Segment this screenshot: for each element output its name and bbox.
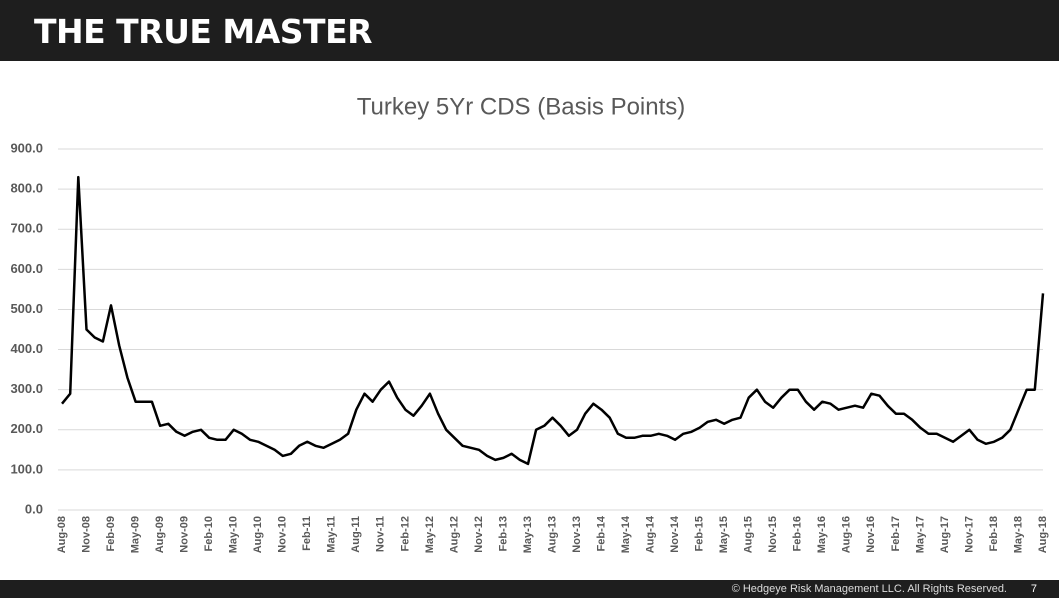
x-tick-label: May-17 — [914, 516, 926, 553]
x-tick-label: May-10 — [228, 516, 240, 553]
x-tick-label: Aug-12 — [448, 516, 460, 553]
x-tick-label: Aug-09 — [154, 516, 166, 553]
x-tick-label: May-15 — [718, 516, 730, 553]
x-tick-label: Nov-15 — [767, 516, 779, 553]
chart-title: Turkey 5Yr CDS (Basis Points) — [357, 93, 686, 120]
x-tick-label: May-18 — [1012, 516, 1024, 553]
y-tick-label: 900.0 — [10, 140, 43, 155]
y-tick-label: 500.0 — [10, 301, 43, 316]
x-tick-label: Nov-10 — [277, 516, 289, 553]
x-tick-label: May-09 — [129, 516, 141, 553]
y-tick-label: 200.0 — [10, 421, 43, 436]
x-tick-label: Aug-16 — [841, 516, 853, 553]
x-tick-label: Aug-10 — [252, 516, 264, 553]
x-tick-label: May-13 — [522, 516, 534, 553]
footer: © Hedgeye Risk Management LLC. All Right… — [0, 580, 1059, 598]
x-tick-label: Feb-13 — [497, 516, 509, 551]
x-tick-label: Nov-16 — [865, 516, 877, 553]
page-number: 7 — [1030, 583, 1037, 595]
y-tick-label: 0.0 — [25, 501, 43, 516]
x-tick-label: Aug-15 — [743, 516, 755, 553]
x-tick-label: Nov-13 — [571, 516, 583, 553]
x-tick-label: May-12 — [424, 516, 436, 553]
x-tick-label: Feb-10 — [203, 516, 215, 551]
header-title: THE TRUE MASTER — [34, 12, 373, 51]
x-tick-label: Feb-17 — [890, 516, 902, 551]
y-tick-label: 800.0 — [10, 181, 43, 196]
x-tick-label: May-11 — [326, 516, 338, 553]
x-tick-label: Feb-11 — [301, 516, 313, 551]
x-tick-label: Feb-14 — [595, 515, 607, 551]
x-tick-label: Feb-16 — [792, 516, 804, 551]
x-tick-label: Feb-15 — [694, 516, 706, 551]
y-tick-label: 300.0 — [10, 381, 43, 396]
x-tick-label: Aug-08 — [56, 516, 68, 553]
x-tick-label: Feb-18 — [988, 516, 1000, 551]
x-tick-label: Nov-17 — [963, 516, 975, 553]
y-tick-label: 100.0 — [10, 461, 43, 476]
header: THE TRUE MASTER — [0, 0, 1059, 61]
x-tick-label: Aug-14 — [645, 515, 657, 553]
x-tick-label: May-16 — [816, 516, 828, 553]
x-tick-label: Nov-09 — [179, 516, 191, 553]
copyright: © Hedgeye Risk Management LLC. All Right… — [731, 583, 1007, 595]
y-tick-label: 400.0 — [10, 341, 43, 356]
cds-line — [61, 175, 1045, 466]
x-tick-label: Aug-17 — [939, 516, 951, 553]
x-tick-label: Aug-13 — [546, 516, 558, 553]
x-tick-label: Nov-14 — [669, 515, 681, 553]
x-tick-label: Aug-18 — [1037, 516, 1049, 553]
x-tick-label: Nov-08 — [80, 516, 92, 553]
x-tick-label: Feb-09 — [105, 516, 117, 551]
x-tick-label: Aug-11 — [350, 516, 362, 553]
x-tick-label: Nov-12 — [473, 516, 485, 553]
x-tick-label: May-14 — [620, 515, 632, 553]
chart: Turkey 5Yr CDS (Basis Points) 0.0 100.0 20… — [10, 93, 1049, 553]
x-tick-label: Nov-11 — [375, 516, 387, 552]
x-tick-label: Feb-12 — [399, 516, 411, 551]
y-tick-label: 600.0 — [10, 261, 43, 276]
y-tick-label: 700.0 — [10, 221, 43, 236]
